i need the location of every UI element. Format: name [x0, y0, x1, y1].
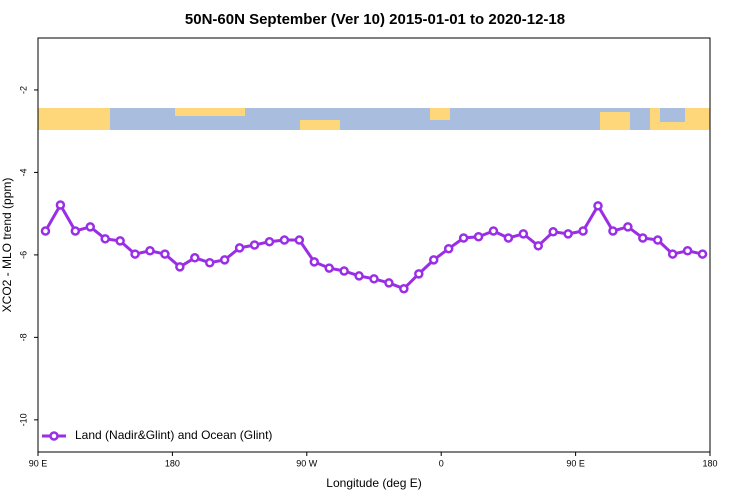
legend-label: Land (Nadir&Glint) and Ocean (Glint): [75, 428, 272, 442]
point: [175, 262, 185, 272]
point: [115, 236, 125, 246]
point: [503, 233, 514, 243]
point: [219, 255, 230, 265]
point: [458, 233, 469, 243]
point: [697, 249, 708, 259]
y-tick-label: -2: [18, 86, 28, 94]
y-tick-label: -10: [18, 413, 28, 426]
point: [85, 222, 96, 232]
point: [563, 229, 573, 239]
x-tick-label: 180: [702, 458, 717, 468]
point: [339, 266, 349, 276]
point: [682, 246, 693, 256]
point: [309, 257, 320, 267]
point: [279, 235, 290, 245]
map-strip: [38, 108, 710, 130]
point: [608, 226, 618, 236]
chart-title: 50N-60N September (Ver 10) 2015-01-01 to…: [185, 11, 565, 28]
point: [294, 235, 305, 245]
point: [264, 236, 275, 247]
y-tick-label: -8: [18, 333, 28, 341]
point: [100, 234, 110, 244]
x-tick-label: 90 E: [29, 458, 48, 468]
point: [324, 263, 334, 273]
point: [638, 233, 648, 243]
x-tick-label: 90 E: [566, 458, 585, 468]
point: [145, 246, 155, 256]
y-tick-label: -4: [18, 168, 28, 176]
point: [548, 227, 558, 237]
point: [667, 249, 678, 259]
point: [593, 201, 603, 211]
x-tick-label: 0: [439, 458, 444, 468]
legend-marker: [49, 431, 59, 441]
point: [428, 255, 439, 265]
point: [488, 226, 499, 236]
x-axis-label: Longitude (deg E): [326, 476, 421, 490]
point: [234, 243, 245, 253]
plot-frame: [37, 37, 711, 453]
point: [384, 278, 394, 288]
point: [190, 253, 200, 263]
point: [443, 243, 454, 254]
point: [473, 232, 484, 242]
x-tick-label: 90 W: [296, 458, 318, 468]
point: [623, 222, 633, 232]
y-axis-label: XCO2 - MLO trend (ppm): [0, 178, 14, 313]
point: [414, 269, 424, 279]
point: [369, 274, 379, 284]
point: [204, 257, 215, 268]
point: [160, 249, 170, 259]
point: [70, 226, 81, 236]
point: [249, 240, 260, 250]
point: [518, 229, 529, 239]
point: [354, 271, 364, 281]
point: [130, 249, 140, 259]
y-tick-label: -6: [18, 251, 28, 259]
point: [55, 200, 66, 210]
point: [578, 226, 588, 236]
point: [399, 283, 409, 294]
x-tick-label: 180: [165, 458, 180, 468]
point: [40, 226, 51, 236]
point: [652, 235, 663, 245]
point: [533, 241, 544, 251]
